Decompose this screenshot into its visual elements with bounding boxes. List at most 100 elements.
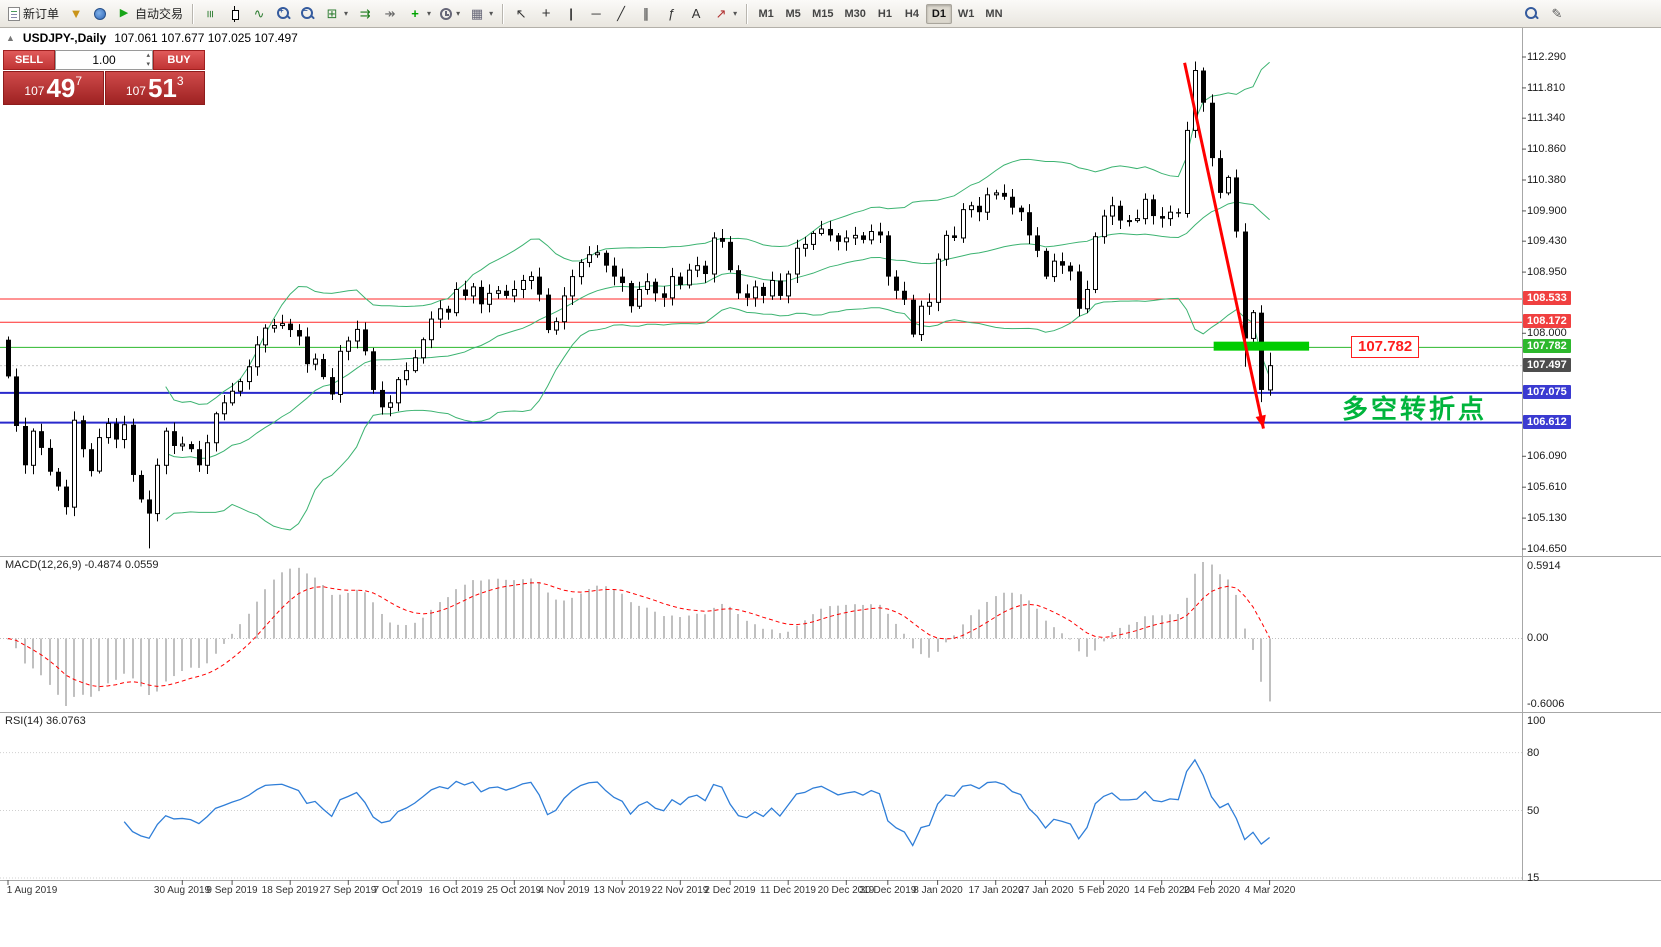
macd-scale-bottom[interactable]: -0.6006 (1527, 698, 1565, 710)
rsi-scale-tick-15[interactable]: 15 (1527, 872, 1540, 884)
templates-button[interactable]: ▦ ▾ (465, 3, 497, 25)
channel-tool-button[interactable]: ∥ (634, 3, 658, 25)
vertical-line-icon: | (569, 6, 573, 21)
spin-down-icon[interactable]: ▾ (146, 61, 150, 68)
macd-indicator-label: MACD(12,26,9) -0.4874 0.0559 (5, 559, 159, 571)
panel-separator-rsi[interactable] (0, 711, 1661, 714)
timeframe-button-m5[interactable]: M5 (785, 7, 801, 20)
bar-chart-button[interactable]: ≡ (199, 3, 223, 25)
toolbar-separator (192, 3, 195, 24)
date-label[interactable]: 18 Sep 2019 (261, 885, 319, 896)
date-label[interactable]: 5 Feb 2020 (1078, 885, 1130, 896)
horizontal-line-tool-button[interactable]: ─ (584, 3, 608, 25)
date-label[interactable]: 4 Mar 2020 (1244, 885, 1296, 896)
auto-scroll-button[interactable]: ⇉ (353, 3, 377, 25)
zoom-out-icon: − (300, 6, 315, 21)
dropdown-caret-icon: ▾ (427, 9, 432, 18)
date-label[interactable]: 27 Jan 2020 (1018, 885, 1074, 896)
zoom-in-button[interactable]: + (272, 3, 295, 25)
date-label[interactable]: 20 Dec 2019 (817, 885, 875, 896)
arrows-tool-button[interactable]: ↗ ▾ (709, 3, 741, 25)
periods-button[interactable]: ▾ (436, 3, 464, 25)
date-label[interactable]: 17 Jan 2020 (968, 885, 1024, 896)
sell-button[interactable]: SELL (3, 50, 55, 70)
text-tool-button[interactable]: A (684, 3, 708, 25)
timeframe-button-m1[interactable]: M1 (758, 7, 774, 20)
buy-price-prefix: 107 (125, 84, 146, 98)
chart-shift-button[interactable]: ↠ (378, 3, 402, 25)
buy-button[interactable]: BUY (153, 50, 205, 70)
sell-price-button[interactable]: 107 49 7 (3, 71, 104, 105)
price-scale-tick[interactable]: 112.290 (1527, 51, 1566, 63)
funnel-icon: ▼ (69, 6, 83, 21)
price-scale-tick[interactable]: 109.430 (1527, 235, 1567, 247)
date-label[interactable]: 13 Nov 2019 (593, 885, 651, 896)
timeframe-button-m15[interactable]: M15 (812, 7, 834, 20)
new-chart-button[interactable]: ⊞ ▾ (320, 3, 352, 25)
buy-price-point: 3 (176, 74, 184, 88)
vertical-line-tool-button[interactable]: | (559, 3, 583, 25)
spin-up-icon[interactable]: ▴ (146, 52, 150, 59)
date-label[interactable]: 11 Dec 2019 (760, 885, 816, 896)
rsi-scale-tick-100[interactable]: 100 (1527, 715, 1546, 727)
price-scale-tick[interactable]: 110.860 (1527, 143, 1566, 155)
chart-ohlc-values: 107.061 107.677 107.025 107.497 (114, 31, 298, 45)
rsi-scale-tick-50[interactable]: 50 (1527, 805, 1540, 817)
search-button[interactable] (1520, 3, 1543, 25)
timeframe-button-m30[interactable]: M30 (844, 7, 866, 20)
line-chart-button[interactable]: ∿ (247, 3, 271, 25)
price-scale-tick[interactable]: 108.950 (1527, 266, 1567, 278)
timeframe-button-mn[interactable]: MN (985, 7, 1003, 20)
zoom-out-button[interactable]: − (296, 3, 319, 25)
date-label[interactable]: 24 Feb 2020 (1183, 885, 1241, 896)
rsi-scale-tick-80[interactable]: 80 (1527, 747, 1540, 759)
market-depth-button[interactable]: ▼ (64, 3, 88, 25)
price-scale-tick[interactable]: 106.090 (1527, 450, 1567, 462)
date-label[interactable]: 7 Oct 2019 (373, 885, 423, 896)
volume-spinner[interactable]: ▴ ▾ (146, 51, 150, 69)
date-label[interactable]: 4 Nov 2019 (538, 885, 590, 896)
crosshair-tool-button[interactable]: + (534, 3, 558, 25)
quick-edit-button[interactable]: ✎ (1545, 3, 1569, 25)
one-click-toggle-icon[interactable]: ▲ (6, 33, 15, 43)
price-scale-tick[interactable]: 105.130 (1527, 512, 1567, 524)
price-level-flag[interactable]: 107.782 (1351, 336, 1420, 358)
date-label[interactable]: 27 Sep 2019 (319, 885, 377, 896)
date-label[interactable]: 8 Jan 2020 (913, 885, 963, 896)
date-label[interactable]: 16 Oct 2019 (428, 885, 484, 896)
timeframe-button-d1[interactable]: D1 (925, 3, 952, 24)
panel-separator-macd[interactable] (0, 555, 1661, 558)
date-label[interactable]: 1 Aug 2019 (6, 885, 58, 896)
auto-trading-button[interactable]: ▶ 自动交易 (112, 3, 187, 25)
macd-scale-top[interactable]: 0.5914 (1527, 560, 1561, 572)
candlestick-chart-button[interactable] (224, 3, 246, 25)
date-label[interactable]: 14 Feb 2020 (1133, 885, 1191, 896)
price-scale-tick[interactable]: 111.810 (1527, 82, 1566, 94)
date-label[interactable]: 2 Dec 2019 (704, 885, 756, 896)
date-label[interactable]: 9 Sep 2019 (206, 885, 258, 896)
cursor-icon: ↖ (515, 6, 527, 21)
new-order-button[interactable]: 新订单 (4, 3, 63, 25)
date-label[interactable]: 25 Oct 2019 (486, 885, 542, 896)
date-label[interactable]: 30 Dec 2019 (859, 885, 917, 896)
trendline-tool-button[interactable]: ╱ (609, 3, 633, 25)
price-scale-tick[interactable]: 105.610 (1527, 481, 1567, 493)
fibonacci-tool-button[interactable]: ƒ (659, 3, 683, 25)
timeframe-button-h1[interactable]: H1 (877, 7, 892, 20)
community-button[interactable] (89, 3, 111, 25)
volume-field[interactable]: 1.00 ▴ ▾ (55, 50, 153, 70)
price-scale-tick[interactable]: 109.900 (1527, 205, 1567, 217)
price-scale-tick[interactable]: 110.380 (1527, 174, 1566, 186)
date-label[interactable]: 22 Nov 2019 (651, 885, 709, 896)
date-label[interactable]: 30 Aug 2019 (153, 885, 211, 896)
timeframe-button-w1[interactable]: W1 (957, 7, 975, 20)
price-scale-tick[interactable]: 108.000 (1527, 327, 1567, 339)
macd-scale-zero[interactable]: 0.00 (1527, 632, 1549, 644)
price-chart-canvas[interactable] (0, 28, 1661, 947)
price-scale-tick[interactable]: 111.340 (1527, 112, 1566, 124)
indicators-button[interactable]: + ▾ (403, 3, 435, 25)
buy-price-button[interactable]: 107 51 3 (104, 71, 205, 105)
cursor-tool-button[interactable]: ↖ (509, 3, 533, 25)
timeframe-button-h4[interactable]: H4 (904, 7, 919, 20)
price-scale-tick[interactable]: 104.650 (1527, 543, 1567, 555)
